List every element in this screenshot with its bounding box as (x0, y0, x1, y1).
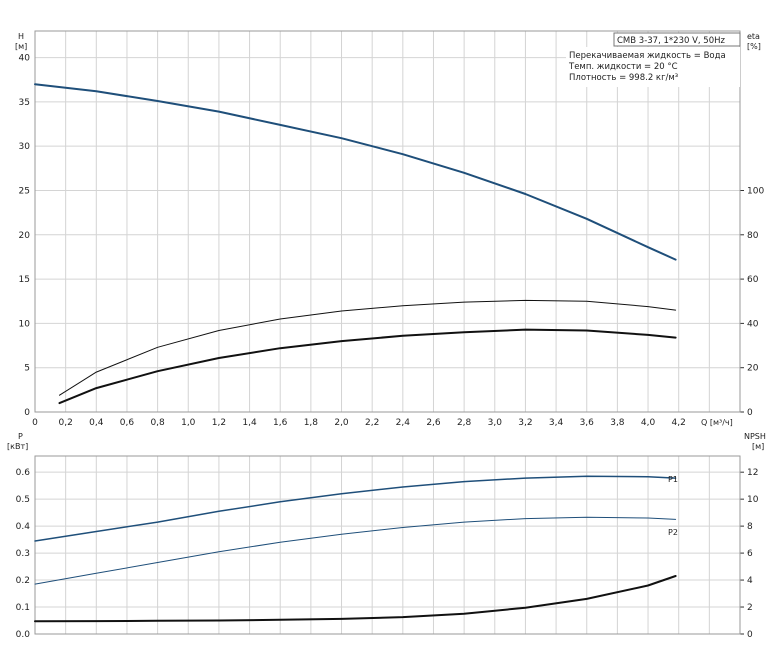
y-tick-label: 10 (19, 319, 31, 329)
y-tick-label: 0.1 (16, 603, 30, 613)
x-tick-label: 0,8 (150, 418, 165, 428)
y2-tick-label: 6 (747, 549, 753, 559)
performance-panel: 0 5 10 15 20 25 30 35 40 0 20 40 60 80 100 0 0,2 0,4 0,6 0,… (19, 30, 764, 428)
y2-tick-label: 2 (747, 603, 753, 613)
y2-tick-label: 20 (747, 364, 759, 374)
y-axis-label-p: P (18, 432, 23, 441)
series-line-0-2 (58, 328, 677, 405)
x-tick-label: 0,4 (89, 418, 104, 428)
power-panel: 0.0 0.1 0.2 0.3 0.4 0.5 0.6 0 2 4 6 8 10 12 (16, 455, 759, 640)
y-tick-label: 0.3 (16, 549, 30, 559)
x-tick-label: 3,0 (488, 418, 503, 428)
x-tick-label: 1,4 (242, 418, 257, 428)
x-tick-label: 3,8 (610, 418, 625, 428)
y-tick-label: 0 (24, 408, 30, 418)
y-tick-label: 0.2 (16, 576, 30, 586)
x-tick-label: 0 (32, 418, 38, 428)
series-line-0-0 (34, 83, 677, 261)
x-tick-label: 2,4 (396, 418, 411, 428)
x-tick-label: 2,6 (426, 418, 441, 428)
x-tick-label: 2,2 (365, 418, 379, 428)
series-label-p1: P1 (668, 475, 678, 484)
x-tick-label: 2,8 (457, 418, 472, 428)
x-tick-label: 1,0 (181, 418, 196, 428)
series-line-1-1 (34, 516, 677, 585)
x-tick-label: 3,2 (518, 418, 532, 428)
x-tick-label: 1,2 (212, 418, 226, 428)
y2-axis-label-eta: eta (747, 32, 760, 41)
info-line-density: Плотность = 998.2 кг/м³ (569, 73, 678, 83)
x-axis-label-q: Q [м³/ч] (701, 418, 733, 427)
series-line-1-0 (34, 475, 677, 542)
y2-tick-label: 10 (747, 495, 759, 505)
y2-tick-label: 0 (747, 408, 753, 418)
y-axis-unit-h: [м] (15, 42, 27, 51)
y-tick-label: 20 (19, 231, 31, 241)
y-tick-label: 30 (19, 142, 31, 152)
y2-tick-label: 80 (747, 231, 759, 241)
y-tick-label: 5 (24, 364, 30, 374)
y2-tick-label: 100 (747, 186, 764, 196)
x-tick-label: 1,6 (273, 418, 288, 428)
x-tick-label: 0,2 (58, 418, 72, 428)
plot-frame (34, 455, 741, 635)
series-line-0-1 (59, 299, 677, 396)
y2-tick-label: 12 (747, 468, 758, 478)
x-tick-label: 3,4 (549, 418, 564, 428)
y-axis-label-h: H (18, 32, 24, 41)
y-tick-label: 25 (19, 186, 30, 196)
info-box (566, 47, 740, 87)
y-tick-label: 15 (19, 275, 30, 285)
y2-tick-label: 8 (747, 522, 753, 532)
info-line-liquid: Перекачиваемая жидкость = Вода (569, 51, 726, 61)
y-tick-label: 0.6 (16, 468, 31, 478)
x-tick-label: 0,6 (120, 418, 135, 428)
x-tick-label: 3,6 (580, 418, 595, 428)
x-tick-label: 4,2 (672, 418, 686, 428)
y2-axis-unit-npsh: [м] (752, 442, 764, 451)
y2-axis-label-npsh: NPSH (744, 432, 766, 441)
x-tick-label: 1,8 (304, 418, 319, 428)
y2-tick-label: 0 (747, 630, 753, 640)
y-axis-unit-p: [кВт] (7, 442, 28, 451)
x-tick-label: 4,0 (641, 418, 656, 428)
y-tick-label: 0.0 (16, 630, 31, 640)
y2-tick-label: 4 (747, 576, 753, 586)
y-tick-label: 0.5 (16, 495, 30, 505)
y-tick-label: 40 (19, 54, 31, 64)
series-line-1-2 (34, 575, 677, 623)
x-tick-label: 2,0 (334, 418, 349, 428)
model-label-box (613, 32, 741, 47)
model-label: CMB 3-37, 1*230 V, 50Hz (617, 36, 726, 46)
y-tick-label: 35 (19, 98, 30, 108)
y2-tick-label: 40 (747, 319, 759, 329)
y2-tick-label: 60 (747, 275, 759, 285)
series-label-p2: P2 (668, 528, 678, 537)
info-line-temp: Темп. жидкости = 20 °C (568, 62, 678, 72)
plot-frame (34, 30, 741, 413)
y2-axis-unit-eta: [%] (747, 42, 761, 51)
y-tick-label: 0.4 (16, 522, 31, 532)
